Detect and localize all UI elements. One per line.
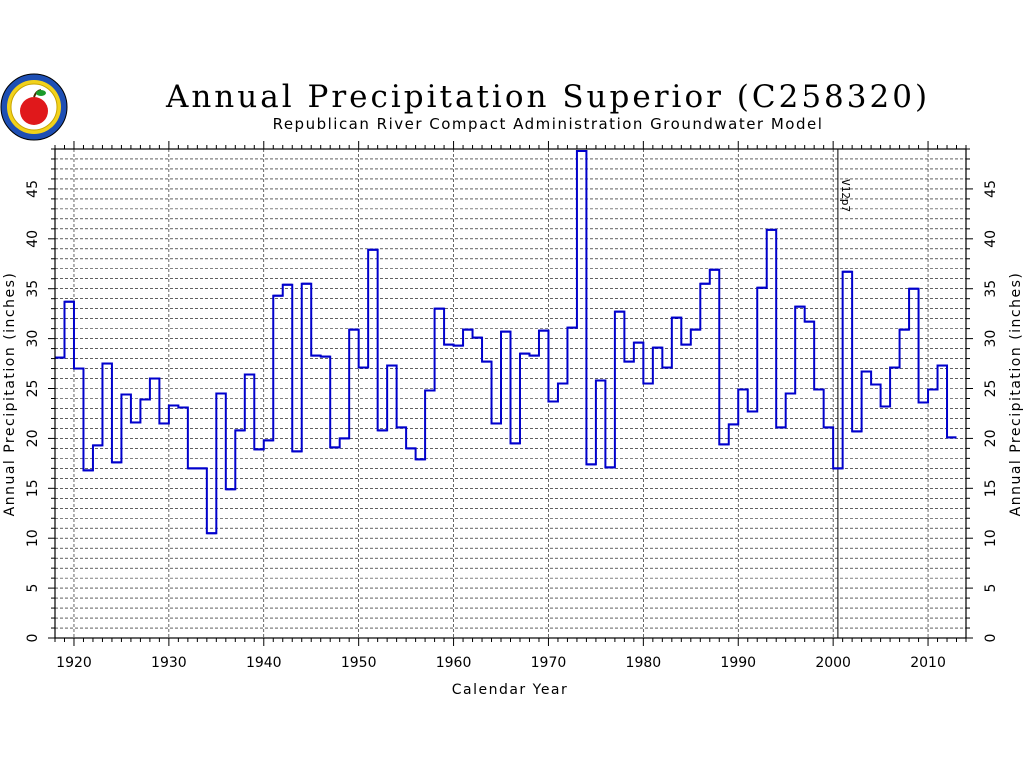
x-tick-label: 2000 xyxy=(815,655,851,671)
y-axis-label-right: Annual Precipitation (inches) xyxy=(1008,272,1024,517)
chart-title: Annual Precipitation Superior (C258320) xyxy=(165,79,930,115)
y-tick-label: 15 xyxy=(25,479,41,497)
tick-labels: 1920 1930 1940 1950 1960 1970 1980 1990 2000 2010… xyxy=(25,180,999,671)
logo xyxy=(0,73,68,141)
y-axis-label-left: Annual Precipitation (inches) xyxy=(2,272,18,517)
y-tick-label: 5 xyxy=(25,584,41,593)
x-tick-label: 1980 xyxy=(626,655,662,671)
y-tick-label: 45 xyxy=(25,180,41,198)
y-tick-label-right: 15 xyxy=(983,479,999,497)
y-tick-label-right: 5 xyxy=(983,584,999,593)
x-tick-label: 1920 xyxy=(56,655,92,671)
x-tick-label: 1960 xyxy=(436,655,472,671)
y-tick-label-right: 45 xyxy=(983,180,999,198)
y-tick-label: 25 xyxy=(25,380,41,398)
x-tick-label: 1950 xyxy=(341,655,377,671)
y-tick-label: 10 xyxy=(25,529,41,547)
apple-seal-icon xyxy=(0,73,68,141)
y-tick-label: 30 xyxy=(25,330,41,348)
y-tick-label-right: 35 xyxy=(983,280,999,298)
x-tick-label: 2010 xyxy=(910,655,946,671)
axis-ticks xyxy=(48,141,973,646)
y-tick-label-right: 0 xyxy=(983,634,999,643)
chart-subtitle: Republican River Compact Administration … xyxy=(273,115,824,133)
y-tick-label-right: 20 xyxy=(983,429,999,447)
y-tick-label-right: 40 xyxy=(983,230,999,248)
series-group xyxy=(55,149,957,535)
x-tick-label: 1940 xyxy=(246,655,282,671)
x-tick-label: 1970 xyxy=(531,655,567,671)
y-tick-label-right: 10 xyxy=(983,529,999,547)
x-tick-label: 1930 xyxy=(151,655,187,671)
annotation-v12p7: V12p7 xyxy=(837,149,852,638)
x-tick-label: 1990 xyxy=(720,655,756,671)
x-axis-label: Calendar Year xyxy=(452,682,569,698)
y-tick-label-right: 25 xyxy=(983,380,999,398)
y-tick-label: 35 xyxy=(25,280,41,298)
y-tick-label: 0 xyxy=(25,634,41,643)
plot-frame xyxy=(54,148,967,639)
y-tick-label: 20 xyxy=(25,429,41,447)
y-tick-label-right: 30 xyxy=(983,330,999,348)
y-tick-label: 40 xyxy=(25,230,41,248)
annotation-label: V12p7 xyxy=(839,179,852,212)
series-line-0 xyxy=(55,149,957,535)
